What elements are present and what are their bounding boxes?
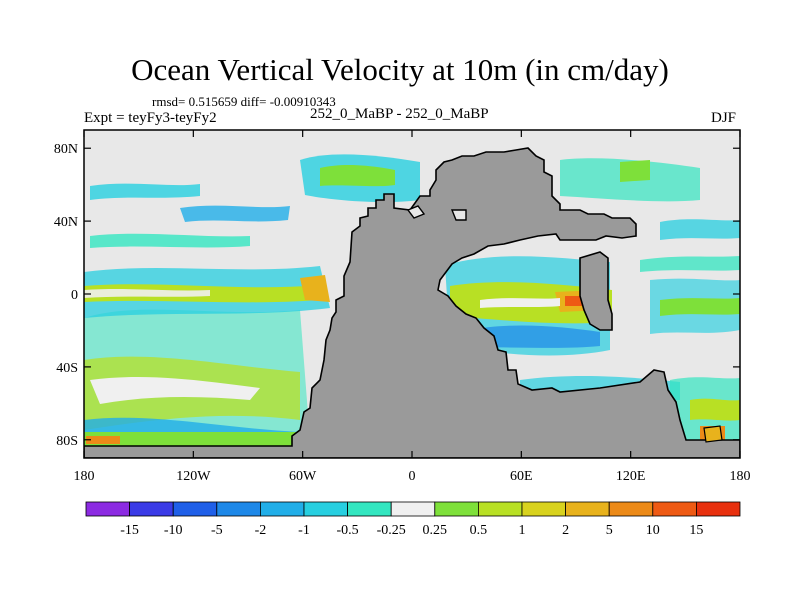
colorbar-swatch (259, 501, 305, 517)
colorbar-swatch (434, 501, 479, 517)
contour-patch-north-1 (90, 183, 200, 200)
x-tick-label: 180 (730, 469, 751, 484)
colorbar-label: -2 (255, 523, 267, 538)
colorbar-swatch (172, 501, 218, 517)
x-tick-label: 60E (510, 469, 533, 484)
colorbar-swatch (565, 501, 610, 517)
x-tick-label: 180 (74, 469, 95, 484)
y-tick-label: 40S (56, 361, 78, 376)
southeast-island (703, 425, 723, 443)
contour-patch-north-7 (620, 160, 650, 182)
experiment-label: Expt = teyFy3-teyFy2 (84, 110, 217, 126)
north-inlet-2 (406, 205, 426, 219)
contour-patch-north-8 (660, 219, 740, 240)
plot-title: Ocean Vertical Velocity at 10m (in cm/da… (131, 52, 669, 87)
contour-patch-north-2 (180, 205, 290, 222)
colorbar-swatch (129, 501, 174, 517)
contour-patch-north-5 (320, 164, 395, 187)
colorbar-label: -0.5 (337, 523, 359, 538)
colorbar-label: 2 (562, 523, 569, 538)
x-tick-label: 120E (616, 469, 646, 484)
colorbar-label: 0.5 (470, 523, 488, 538)
y-axis: 80N 40N 0 40S 80S (54, 142, 740, 449)
colorbar-swatch (477, 501, 523, 517)
x-tick-label: 0 (409, 469, 416, 484)
colorbar-label: -5 (211, 523, 223, 538)
colorbar-label: 1 (519, 523, 526, 538)
north-inlet (450, 209, 467, 221)
contour-band-equator-white (84, 289, 210, 298)
land-masses (84, 147, 740, 458)
colorbar-swatch (85, 501, 130, 517)
colorbar-label: 10 (646, 523, 660, 538)
colorbar-label: 5 (606, 523, 613, 538)
colorbar-swatch (608, 501, 654, 517)
y-tick-label: 80N (54, 142, 78, 157)
contour-patch-north-3 (90, 233, 250, 248)
contour-south-east-3 (660, 298, 740, 316)
colorbar-label: -0.25 (377, 523, 406, 538)
x-tick-label: 60W (289, 469, 317, 484)
y-tick-label: 0 (71, 288, 78, 303)
contour-band-equator-orange (300, 275, 330, 302)
x-axis: 180 120W 60W 0 60E 120E 180 (74, 130, 751, 484)
colorbar-label: 0.25 (423, 523, 448, 538)
colorbar-swatch (390, 501, 436, 517)
colorbar-swatch (696, 501, 741, 517)
western-continent (84, 147, 740, 458)
colorbar-swatch (303, 501, 348, 517)
colorbar-swatch (652, 501, 697, 517)
colorbar-label: -10 (164, 523, 183, 538)
contour-band-south-green2 (84, 432, 300, 446)
contour-band-south-orange (86, 436, 120, 444)
colorbar-swatch (521, 501, 566, 517)
subtitle-label: 252_0_MaBP - 252_0_MaBP (310, 106, 489, 122)
contour-band-south-white (90, 377, 260, 404)
colorbar: -15 -10 -5 -2 -1 -0.5 -0.25 0.25 0.5 1 2 5 10 15 (85, 501, 741, 538)
stats-text: rmsd= 0.515659 diff= -0.00910343 (152, 94, 336, 109)
y-tick-label: 80S (56, 434, 78, 449)
season-label: DJF (711, 110, 737, 126)
contour-basin-white (480, 298, 560, 308)
colorbar-swatch (216, 501, 261, 517)
velocity-contours (84, 154, 740, 446)
colorbar-swatch (347, 501, 392, 517)
contour-basin-blue (470, 325, 600, 348)
colorbar-label: -15 (120, 523, 139, 538)
map-plot-area (84, 130, 740, 458)
inner-peninsula (579, 251, 613, 331)
y-tick-label: 40N (54, 215, 78, 230)
contour-patch-north-9 (640, 256, 740, 272)
x-tick-label: 120W (176, 469, 211, 484)
contour-south-east-5 (690, 398, 740, 421)
colorbar-label: -1 (298, 523, 310, 538)
colorbar-label: 15 (689, 523, 703, 538)
